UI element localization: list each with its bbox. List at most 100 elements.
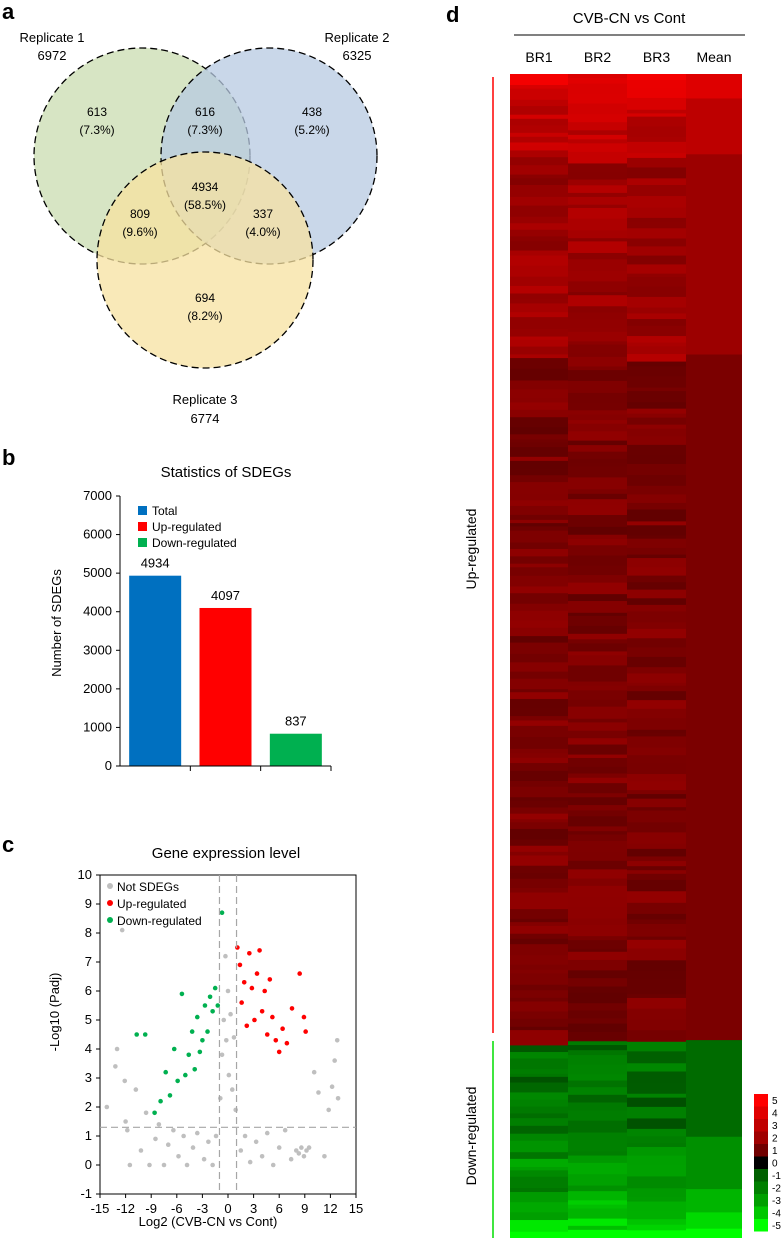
heatmap-cell <box>568 74 627 79</box>
heatmap-cell <box>568 331 627 342</box>
heatmap-cell <box>568 499 627 507</box>
heatmap-cell <box>510 698 568 708</box>
heatmap-cell <box>568 643 627 652</box>
heatmap-cell <box>627 1143 686 1148</box>
heatmap-cell <box>510 250 568 257</box>
heatmap-cell <box>627 116 686 127</box>
heatmap-cell <box>568 757 627 768</box>
venn-region-value: 809 <box>130 207 150 221</box>
heatmap-cell <box>510 925 568 935</box>
heatmap-cell <box>510 938 568 945</box>
heatmap-cell <box>510 716 568 721</box>
heatmap-cell <box>627 255 686 265</box>
heatmap-cell <box>510 969 568 974</box>
panel-d-letter: d <box>446 2 459 27</box>
heatmap-cell <box>510 763 568 772</box>
heatmap-cell <box>568 1208 627 1220</box>
heatmap-cell <box>627 822 686 833</box>
heatmap-cell <box>510 903 568 910</box>
heatmap-cell <box>568 896 627 909</box>
heatmap-cell <box>510 556 568 565</box>
heatmap-cell <box>568 462 627 468</box>
up-regulated-label: Up-regulated <box>463 509 479 590</box>
heatmap-cell <box>627 246 686 257</box>
heatmap-cell <box>510 439 568 444</box>
heatmap-cell <box>627 1169 686 1177</box>
volcano-point <box>226 1072 232 1078</box>
heatmap-cell <box>510 223 568 231</box>
volcano-point <box>238 1148 244 1153</box>
volcano-point <box>297 971 302 976</box>
heatmap-cell <box>568 493 627 500</box>
heatmap-cell <box>627 873 686 881</box>
heatmap-cell <box>510 157 568 166</box>
heatmap-cell <box>627 402 686 406</box>
volcano-point <box>316 1090 321 1095</box>
heatmap-cell <box>510 1212 568 1221</box>
y-tick-label: 3 <box>85 1070 92 1085</box>
heatmap-cell <box>568 1050 627 1056</box>
heatmap-cell <box>510 114 568 120</box>
color-scale-label: -2 <box>772 1184 781 1195</box>
y-tick-label: 5000 <box>83 565 112 580</box>
volcano-point <box>206 1139 211 1145</box>
legend-swatch <box>138 538 147 547</box>
heatmap-cell <box>568 565 627 576</box>
heatmap-cell <box>568 306 627 313</box>
heatmap-cell <box>510 1073 568 1078</box>
heatmap-cell <box>627 436 686 446</box>
venn-region-value: 694 <box>195 291 215 305</box>
volcano-point <box>276 1049 282 1055</box>
heatmap-cell <box>510 118 568 126</box>
heatmap-color-scale: 5 43 21 0-1 -2-3 -4-5 <box>754 1094 781 1232</box>
heatmap-cell <box>627 736 686 749</box>
heatmap-cell <box>568 545 627 557</box>
y-tick-label: 7 <box>85 954 92 969</box>
heatmap-cell <box>568 1169 627 1175</box>
volcano-point <box>194 1014 200 1020</box>
bar-chart-y-ticks: 0 1000 2000 3000 4000 5000 6000 7000 <box>83 488 120 773</box>
heatmap-cell <box>510 1170 568 1178</box>
heatmap-cell <box>510 1076 568 1084</box>
heatmap-cell <box>568 78 627 85</box>
heatmap-cell <box>510 990 568 999</box>
volcano-point <box>202 1003 208 1008</box>
volcano-point <box>181 1133 186 1139</box>
heatmap-cell <box>568 259 627 272</box>
panel-d: d CVB-CN vs Cont BR1 BR2 BR3 Mean Up-regula… <box>446 2 781 1238</box>
volcano-point <box>210 1162 215 1168</box>
heatmap-cell <box>568 869 627 879</box>
heatmap-cell <box>627 798 686 808</box>
heatmap-cell <box>510 505 568 516</box>
volcano-title: Gene expression level <box>152 845 300 862</box>
legend-swatch <box>138 522 147 531</box>
volcano-point <box>183 1072 188 1078</box>
heatmap-cell <box>510 692 568 700</box>
volcano-point <box>306 1145 312 1150</box>
y-tick-label: 6000 <box>83 527 112 542</box>
volcano-point <box>114 1046 120 1052</box>
volcano-point <box>241 980 247 985</box>
heatmap-cell <box>568 312 627 321</box>
heatmap-cell <box>510 85 568 90</box>
heatmap-cell <box>510 1082 568 1093</box>
heatmap-cell <box>627 509 686 522</box>
volcano-point <box>322 1154 327 1159</box>
venn-set-count-3: 6774 <box>191 411 220 426</box>
heatmap-cell <box>686 1228 742 1238</box>
heatmap-cell <box>568 970 627 979</box>
y-tick-label: -1 <box>80 1186 92 1201</box>
x-tick-label: 6 <box>276 1201 283 1216</box>
heatmap-cell <box>627 1071 686 1083</box>
heatmap-cell <box>568 515 627 528</box>
heatmap-cell <box>627 277 686 288</box>
y-tick-label: 4000 <box>83 604 112 619</box>
legend-marker <box>107 900 113 906</box>
heatmap-cell <box>568 992 627 1004</box>
heatmap-cell <box>568 831 627 836</box>
heatmap-cell <box>510 1106 568 1114</box>
heatmap-cell <box>568 885 627 897</box>
heatmap-cell <box>568 122 627 131</box>
color-scale-swatch <box>754 1119 768 1132</box>
